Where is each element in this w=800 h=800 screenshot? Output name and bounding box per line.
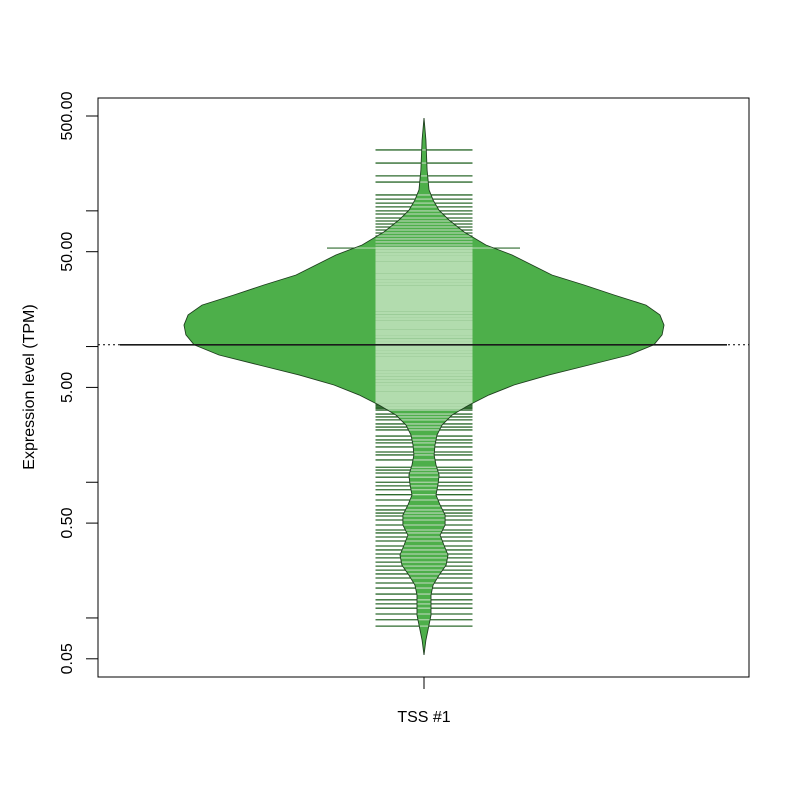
- y-tick-label: 5.00: [59, 372, 76, 403]
- y-tick-label: 50.00: [59, 232, 76, 272]
- bean-outline: [183, 117, 665, 656]
- y-tick-label: 500.00: [59, 91, 76, 140]
- y-axis: 500.00 50.00 5.00 0.50 0.05: [59, 91, 98, 674]
- y-tick-label: 0.05: [59, 643, 76, 674]
- y-tick-label: 0.50: [59, 507, 76, 538]
- y-axis-label: Expression level (TPM): [21, 304, 38, 469]
- x-axis: TSS #1: [397, 677, 451, 726]
- plot-area: [98, 117, 749, 656]
- x-tick-label: TSS #1: [397, 709, 450, 726]
